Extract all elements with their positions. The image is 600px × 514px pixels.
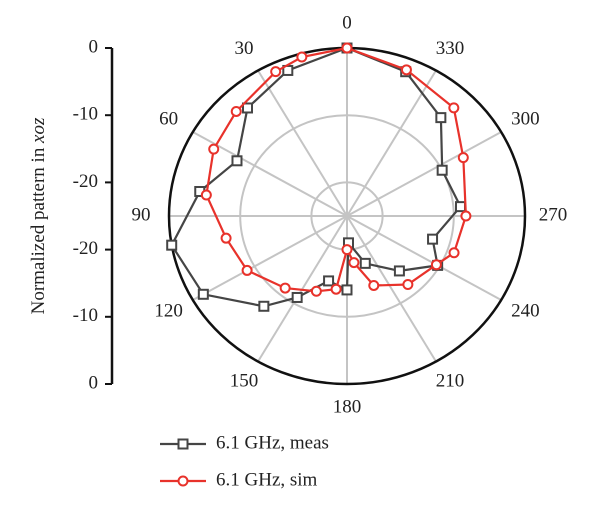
marker — [330, 283, 342, 295]
marker — [448, 102, 460, 114]
marker — [448, 247, 460, 259]
marker — [230, 105, 242, 117]
theta-tick-label: 60 — [159, 108, 178, 129]
marker — [166, 239, 178, 251]
theta-tick-label: 90 — [132, 204, 151, 225]
r-tick-label: 0 — [89, 372, 99, 393]
r-tick-label: -10 — [73, 305, 98, 326]
spoke — [257, 69, 348, 217]
marker — [258, 300, 270, 312]
legend-label: 6.1 GHz, meas — [216, 432, 329, 453]
marker — [231, 155, 243, 167]
theta-tick-label: 300 — [511, 108, 540, 129]
legend-marker — [177, 475, 189, 487]
marker — [368, 279, 380, 291]
marker — [427, 233, 439, 245]
marker — [435, 112, 447, 124]
spoke — [346, 215, 437, 363]
marker — [323, 275, 335, 287]
spoke — [257, 215, 348, 363]
series-line — [205, 46, 468, 293]
marker — [200, 189, 212, 201]
theta-tick-label: 30 — [235, 38, 254, 59]
spoke — [346, 69, 437, 217]
marker — [242, 102, 254, 114]
legend-label: 6.1 GHz, sim — [216, 469, 318, 490]
marker — [291, 291, 303, 303]
y-axis-label-text: Normalized pattern in — [28, 147, 49, 314]
y-axis-label: Normalized pattern in xoz — [28, 117, 49, 314]
marker — [341, 42, 353, 54]
spoke — [346, 131, 502, 217]
theta-tick-label: 270 — [539, 204, 568, 225]
marker — [241, 264, 253, 276]
y-axis-label-var: xoz — [28, 117, 49, 144]
theta-tick-label: 180 — [333, 396, 362, 417]
marker — [220, 232, 232, 244]
marker — [197, 288, 209, 300]
marker — [457, 152, 469, 164]
marker — [393, 265, 405, 277]
r-tick-label: -20 — [73, 171, 98, 192]
marker — [348, 257, 360, 269]
theta-tick-label: 330 — [436, 38, 465, 59]
marker — [460, 210, 472, 222]
marker — [359, 257, 371, 269]
spoke — [346, 215, 502, 301]
marker — [270, 66, 282, 78]
theta-tick-label: 240 — [511, 300, 540, 321]
marker — [208, 143, 220, 155]
marker — [402, 278, 414, 290]
spoke — [192, 131, 348, 217]
marker — [310, 285, 322, 297]
marker — [279, 282, 291, 294]
marker — [341, 284, 353, 296]
r-tick-label: 0 — [89, 36, 99, 57]
marker — [436, 164, 448, 176]
marker — [341, 244, 353, 256]
theta-tick-label: 150 — [230, 371, 259, 392]
theta-tick-label: 0 — [342, 12, 352, 33]
spoke — [192, 215, 348, 301]
marker — [400, 64, 412, 76]
r-tick-label: -20 — [73, 238, 98, 259]
marker — [296, 51, 308, 63]
legend-marker — [177, 438, 189, 450]
theta-tick-label: 120 — [154, 300, 183, 321]
r-tick-label: -10 — [73, 104, 98, 125]
theta-tick-label: 210 — [436, 371, 465, 392]
marker — [454, 201, 466, 213]
marker — [430, 259, 442, 271]
